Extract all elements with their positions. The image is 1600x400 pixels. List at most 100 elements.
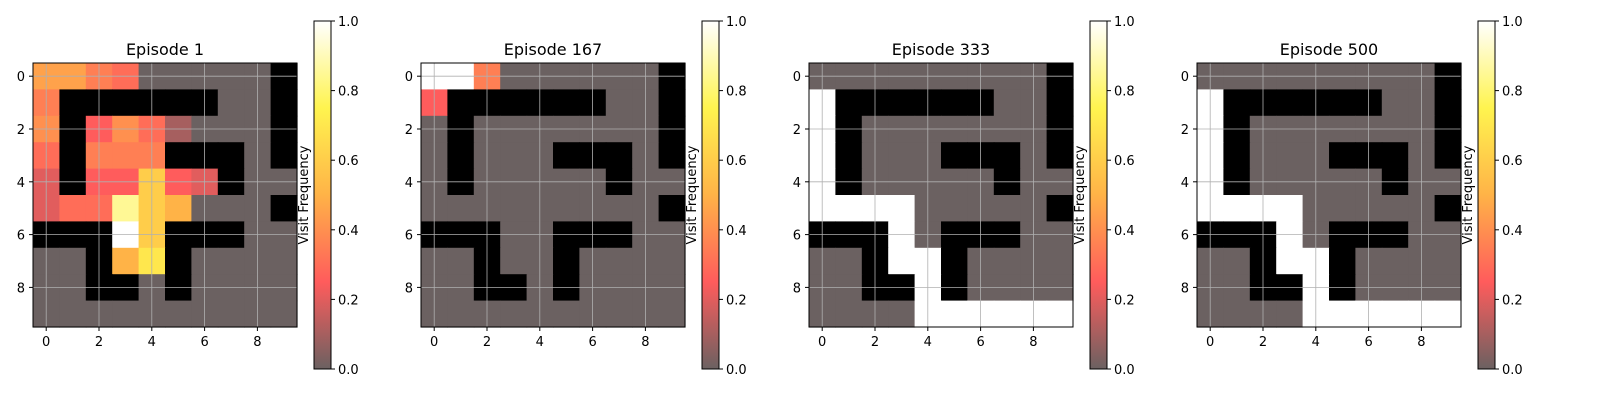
visit-cell [1329, 300, 1356, 328]
wall-cell [1046, 89, 1074, 117]
visit-cell [500, 142, 528, 170]
panel-title: Episode 500 [1280, 40, 1378, 59]
visit-cell [941, 195, 968, 222]
visit-cell [165, 195, 192, 222]
visit-cell [447, 195, 475, 222]
colorbar-tick-label: 0.2 [1502, 293, 1523, 308]
x-tick-label: 4 [148, 335, 156, 350]
wall-cell [658, 89, 686, 117]
visit-cell [993, 195, 1021, 222]
visit-cell [1223, 195, 1251, 222]
visit-cell [1329, 195, 1356, 222]
y-tick-label: 4 [17, 176, 25, 191]
visit-cell [500, 247, 528, 275]
wall-cell [658, 195, 686, 222]
x-tick-label: 2 [483, 335, 491, 350]
visit-cell [605, 195, 633, 222]
colorbar [1089, 20, 1108, 370]
visit-cell [658, 300, 686, 328]
wall-cell [1434, 142, 1462, 170]
x-tick-label: 0 [430, 335, 438, 350]
visit-cell [553, 300, 580, 328]
visit-cell [888, 142, 916, 170]
y-tick-label: 0 [1181, 70, 1189, 85]
x-tick-label: 6 [976, 335, 984, 350]
visit-cell [447, 300, 475, 328]
visit-cell [1381, 247, 1409, 275]
colorbar-tick-label: 1.0 [726, 15, 747, 30]
wall-cell [217, 142, 245, 170]
visit-cell [888, 195, 916, 222]
visit-cell [553, 195, 580, 222]
colorbar-tick-label: 0.6 [1502, 154, 1523, 169]
x-tick-label: 0 [42, 335, 50, 350]
x-tick-label: 2 [1259, 335, 1267, 350]
heatmap-panel-4: Episode 500 0 2 4 6 8 0 2 4 6 8 0.0 0.2 0.4 0.6 0.8 1.0 V… [1181, 15, 1523, 378]
visit-cell [605, 247, 633, 275]
wall-cell [553, 89, 580, 117]
colorbar-tick-label: 0.6 [1114, 154, 1135, 169]
colorbar [313, 20, 332, 370]
visit-cell [835, 195, 863, 222]
visit-cell [835, 247, 863, 275]
visit-cell [605, 89, 633, 117]
wall-cell [59, 142, 87, 170]
wall-cell [270, 195, 298, 222]
wall-cell [1046, 142, 1074, 170]
colorbar-label: Visit Frequency [297, 145, 312, 244]
visit-cell [112, 142, 140, 170]
visit-cell [605, 300, 633, 328]
x-tick-label: 0 [818, 335, 826, 350]
wall-cell [553, 247, 580, 275]
colorbar [701, 20, 720, 370]
colorbar-tick-label: 0.8 [338, 85, 359, 100]
x-tick-label: 8 [641, 335, 649, 350]
visit-cell [1223, 300, 1251, 328]
visit-cell [217, 89, 245, 117]
visit-cell [1381, 195, 1409, 222]
visit-cell [1046, 247, 1074, 275]
heatmap-panel-2: Episode 167 0 2 4 6 8 0 2 4 6 8 0.0 0.2 0.4 0.6 0.8 1.0 V… [405, 15, 747, 378]
wall-cell [1329, 142, 1356, 170]
visit-cell [59, 247, 87, 275]
y-tick-label: 0 [405, 70, 413, 85]
colorbar-tick-label: 0.2 [338, 293, 359, 308]
wall-cell [658, 142, 686, 170]
wall-cell [112, 89, 140, 117]
visit-cell [888, 247, 916, 275]
wall-cell [1381, 142, 1409, 170]
y-tick-label: 4 [405, 176, 413, 191]
wall-cell [270, 142, 298, 170]
colorbar-tick-label: 0.2 [1114, 293, 1135, 308]
visit-cell [447, 247, 475, 275]
x-tick-label: 8 [1029, 335, 1037, 350]
visit-cell [1434, 300, 1462, 328]
y-tick-label: 6 [1181, 229, 1189, 244]
x-tick-label: 6 [200, 335, 208, 350]
x-tick-label: 6 [588, 335, 596, 350]
visit-cell [993, 300, 1021, 328]
wall-cell [941, 142, 968, 170]
colorbar-tick-label: 1.0 [1114, 15, 1135, 30]
wall-cell [270, 89, 298, 117]
wall-cell [993, 142, 1021, 170]
wall-cell [447, 89, 475, 117]
visit-cell [59, 300, 87, 328]
visit-cell [1276, 247, 1304, 275]
plot-frame [808, 62, 1074, 328]
visit-cell [1381, 300, 1409, 328]
visit-cell [59, 195, 87, 222]
colorbar-label: Visit Frequency [685, 145, 700, 244]
wall-cell [888, 89, 916, 117]
visit-cell [112, 247, 140, 275]
y-tick-label: 2 [405, 123, 413, 138]
colorbar-tick-label: 0.8 [1502, 85, 1523, 100]
colorbar-tick-label: 0.0 [338, 363, 359, 378]
wall-cell [165, 142, 192, 170]
plot-frame [420, 62, 686, 328]
x-tick-label: 8 [253, 335, 261, 350]
visit-cell [1276, 300, 1304, 328]
y-tick-label: 6 [17, 229, 25, 244]
y-tick-label: 2 [1181, 123, 1189, 138]
visit-cell [993, 247, 1021, 275]
